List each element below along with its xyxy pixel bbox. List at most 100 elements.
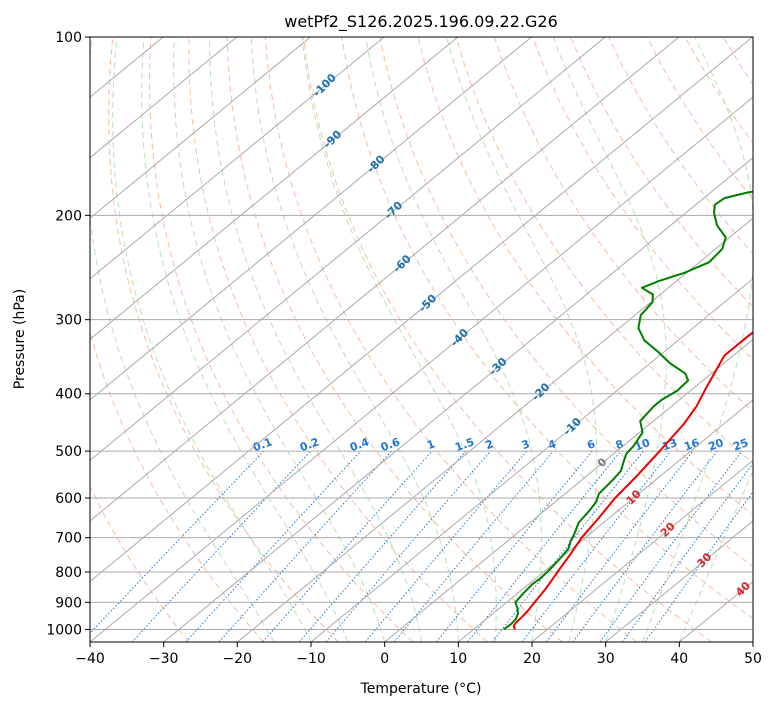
isotherm <box>458 399 753 642</box>
dry-adiabat <box>722 37 753 86</box>
mixing-ratio-label: 30 <box>752 436 771 454</box>
isotherm <box>752 641 753 642</box>
moist-adiabat <box>642 37 753 642</box>
dry-adiabat <box>493 37 753 413</box>
dry-adiabat <box>303 37 712 642</box>
y-tick-label: 100 <box>55 30 82 46</box>
y-tick-label: 500 <box>55 444 82 460</box>
dry-adiabat <box>532 37 753 360</box>
isotherm-label: 10 <box>624 487 644 507</box>
isotherm-label: -80 <box>364 152 387 175</box>
isotherm-label: -50 <box>416 292 439 315</box>
x-tick-label: 30 <box>597 651 615 667</box>
isotherm-label: -20 <box>529 380 552 403</box>
dry-adiabat <box>684 37 753 144</box>
isotherm <box>90 37 238 159</box>
isotherm <box>605 520 753 642</box>
dry-adiabat <box>90 329 264 642</box>
y-axis-label: Pressure (hPa) <box>12 289 28 389</box>
isotherm <box>90 37 753 583</box>
mixing-ratio-line <box>545 450 694 642</box>
dry-adiabat <box>417 37 753 516</box>
isotherm-label: -40 <box>448 326 471 349</box>
mixing-ratio-line <box>185 450 362 642</box>
isotherm <box>90 37 311 219</box>
moist-adiabat <box>209 37 422 642</box>
y-tick-label: 900 <box>55 595 82 611</box>
isotherm <box>90 37 385 280</box>
isotherm <box>310 278 753 642</box>
dry-adiabat <box>608 37 753 255</box>
y-tick-label: 600 <box>55 491 82 507</box>
moist-adiabat <box>173 37 386 642</box>
mixing-ratio-line <box>364 450 528 642</box>
mixing-ratio-label: 2 <box>484 437 496 452</box>
mixing-ratio-line <box>393 450 554 642</box>
mixing-ratio-line <box>621 462 753 642</box>
mixing-ratio-label: 13 <box>660 436 679 453</box>
isotherm-label: -90 <box>321 128 344 151</box>
mixing-ratio-line <box>90 450 265 635</box>
isotherm <box>90 96 753 642</box>
dry-adiabat <box>108 37 339 642</box>
isotherm-label: 20 <box>658 520 678 540</box>
y-tick-label: 400 <box>55 387 82 403</box>
isotherm <box>679 580 753 642</box>
dewpoint-profile <box>503 190 753 631</box>
dry-adiabat <box>188 37 488 642</box>
dry-adiabat <box>570 37 753 308</box>
mixing-ratio-label: 4 <box>546 437 558 452</box>
moist-adiabat <box>552 37 667 642</box>
y-tick-label: 1000 <box>46 622 82 638</box>
mixing-ratio-label: 0.6 <box>379 435 402 454</box>
x-axis-label: Temperature (°C) <box>360 681 482 697</box>
axes: −40 −30 −20 −10 0 10 20 30 40 5010020030040050060… <box>46 30 762 667</box>
moist-adiabat <box>141 37 349 642</box>
y-tick-label: 300 <box>55 313 82 329</box>
moist-adiabat <box>301 37 497 642</box>
temperature-profile <box>512 331 753 630</box>
x-tick-label: 10 <box>449 651 467 667</box>
isotherm <box>90 37 606 462</box>
isotherm <box>237 217 753 642</box>
isotherm-label: -100 <box>310 71 339 100</box>
plot-frame <box>89 36 754 643</box>
mixing-ratio-label: 16 <box>682 436 701 454</box>
mixing-ratio-line <box>218 450 392 642</box>
x-tick-label: −40 <box>75 651 105 667</box>
mixing-ratio-label: 1.5 <box>453 435 476 454</box>
dry-adiabat <box>761 37 775 642</box>
chart-title: wetPf2_S126.2025.196.09.22.G26 <box>284 12 558 32</box>
mixing-ratio-label: 0.2 <box>298 435 321 454</box>
mixing-ratio-label: 0.4 <box>348 435 371 454</box>
mixing-ratio-line <box>599 450 743 642</box>
isotherm-label: -10 <box>561 415 584 438</box>
isotherm <box>531 459 753 642</box>
isotherm-label: -70 <box>382 198 405 221</box>
moist-adiabat <box>90 37 275 642</box>
mixing-ratio-label: 25 <box>731 436 750 453</box>
moist-adiabat <box>112 37 312 642</box>
isotherm-label: -60 <box>391 252 414 275</box>
background-lines: 0.1 0.2 0.4 0.6 1 1.5 2 3 4 6 8 10 13 16 20 25 30 36-100-… <box>90 37 775 642</box>
isotherm <box>90 37 680 522</box>
x-tick-label: 50 <box>744 651 762 667</box>
isotherm-label: -30 <box>486 355 509 378</box>
moist-adiabat <box>250 37 459 642</box>
mixing-ratio-label: 20 <box>707 436 726 454</box>
x-tick-label: 20 <box>523 651 541 667</box>
dry-adiabat <box>148 37 414 642</box>
y-tick-label: 700 <box>55 531 82 547</box>
mixing-ratio-label: 8 <box>614 437 626 452</box>
mixing-ratio-label: 0.1 <box>251 435 274 454</box>
mixing-ratio-line <box>436 450 593 642</box>
y-tick-label: 800 <box>55 565 82 581</box>
moist-adiabat <box>678 469 753 642</box>
mixing-ratio-line <box>572 450 718 642</box>
moist-adiabat <box>446 37 598 642</box>
y-tick-label: 200 <box>55 208 82 224</box>
isotherm <box>90 37 459 340</box>
isotherm <box>163 157 753 642</box>
dry-adiabat <box>341 37 753 620</box>
